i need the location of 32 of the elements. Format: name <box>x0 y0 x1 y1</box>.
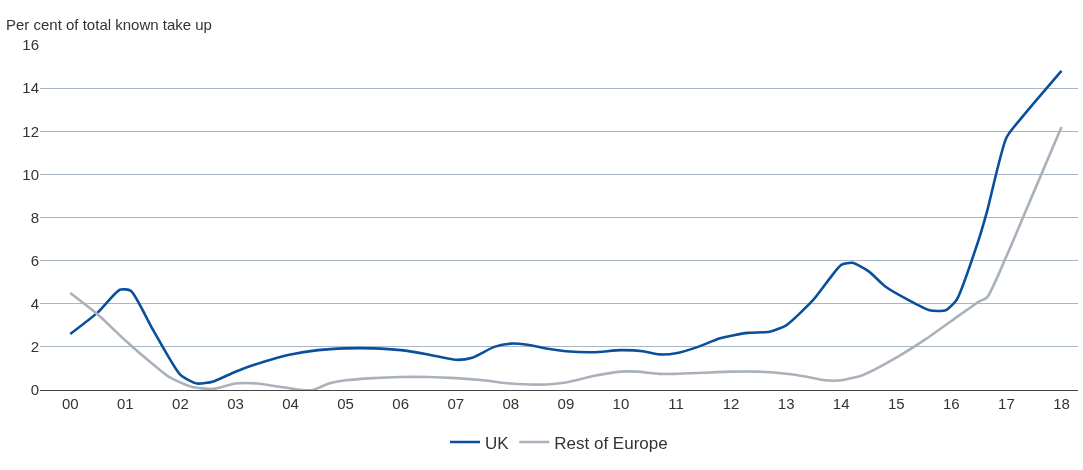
y-tick-label: 10 <box>22 165 39 183</box>
x-tick-label: 00 <box>61 395 79 412</box>
x-tick-label: 08 <box>502 395 520 412</box>
x-tick-label: 03 <box>227 395 244 412</box>
x-tick-label: 15 <box>887 395 905 412</box>
y-tick-label: 12 <box>22 122 39 140</box>
x-tick-label: 11 <box>668 395 684 412</box>
y-tick-label: 6 <box>30 251 39 269</box>
x-tick-label: 17 <box>998 395 1015 412</box>
y-tick-label: 2 <box>30 338 39 356</box>
x-tick-label: 01 <box>117 395 134 412</box>
x-tick-label: 18 <box>1053 395 1070 412</box>
x-tick-label: 16 <box>943 395 960 412</box>
y-tick-label: 14 <box>22 79 39 97</box>
line-series <box>68 69 1063 385</box>
x-tick-label: 10 <box>612 395 630 412</box>
x-tick-label: 13 <box>777 395 795 412</box>
legend-label: Rest of Europe <box>554 433 668 453</box>
x-tick-label: 12 <box>722 395 740 412</box>
x-tick-label: 14 <box>832 395 850 412</box>
x-tick-label: 09 <box>557 395 575 412</box>
x-tick-label: 07 <box>447 395 465 412</box>
legend-label: UK <box>485 433 510 453</box>
x-tick-label: 04 <box>282 395 299 412</box>
x-tick-label: 02 <box>172 395 189 412</box>
y-tick-label: 4 <box>30 295 39 312</box>
y-tick-label: 0 <box>30 381 39 399</box>
y-axis-title: Per cent of total known take up <box>6 16 212 33</box>
x-tick-label: 05 <box>337 395 354 412</box>
y-tick-label: 16 <box>22 36 39 54</box>
y-tick-label: 8 <box>30 208 39 226</box>
x-tick-label: 06 <box>392 395 410 412</box>
